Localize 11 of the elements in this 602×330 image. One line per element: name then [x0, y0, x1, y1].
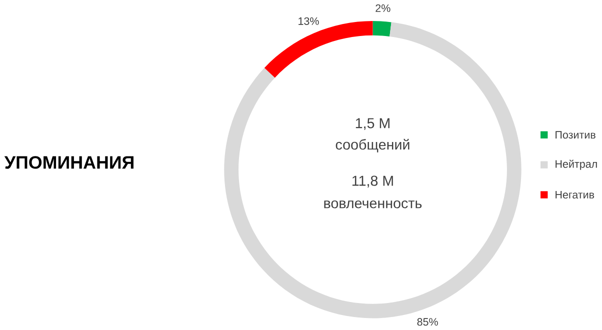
text: вовлеченность [324, 200, 422, 208]
text: 1,5 M [356, 118, 390, 130]
legend-label: Позитив [556, 131, 596, 139]
data-label: 13% [298, 17, 319, 25]
data-label: 2% [376, 4, 390, 12]
legend-label: Негатив [556, 191, 594, 199]
text: сообщений [336, 138, 410, 152]
data-label: 85% [417, 318, 438, 326]
text: 11,8 M [352, 176, 393, 188]
legend-label: Нейтрал [556, 160, 597, 170]
text: УПОМИНАНИЯ [4, 156, 134, 169]
